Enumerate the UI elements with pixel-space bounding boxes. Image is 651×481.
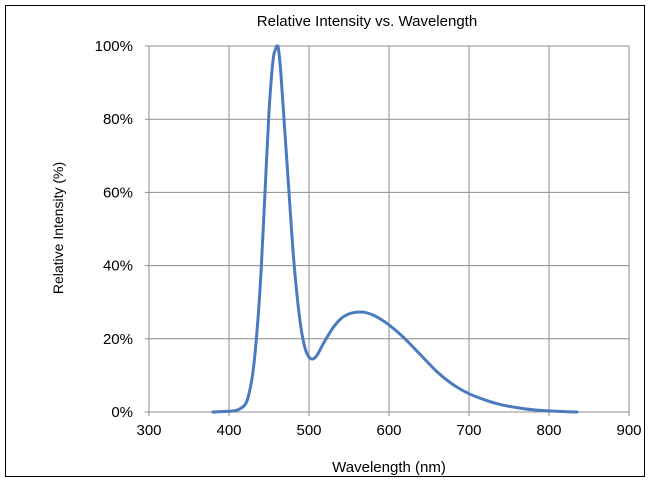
x-tick-label: 600: [376, 422, 401, 439]
x-tick-label: 800: [536, 422, 561, 439]
y-tick-label: 60%: [103, 184, 133, 201]
x-axis-tick-labels: 300 400 500 600 700 800 900: [136, 412, 642, 439]
x-tick-label: 900: [616, 422, 641, 439]
grid: [149, 46, 629, 412]
y-tick-label: 80%: [103, 111, 133, 128]
x-axis-label: Wavelength (nm): [332, 459, 446, 476]
y-axis-tick-labels: 0% 20% 40% 60% 80% 100%: [95, 38, 149, 421]
y-tick-label: 20%: [103, 331, 133, 348]
y-axis-label: Relative Intensity (%): [50, 162, 66, 294]
series-line-0: [211, 44, 579, 414]
x-tick-label: 400: [216, 422, 241, 439]
x-tick-label: 700: [456, 422, 481, 439]
series-layer: [211, 44, 579, 414]
y-tick-label: 100%: [95, 38, 133, 55]
chart-frame: Relative Intensity vs. Wavelength 300 400…: [5, 5, 645, 477]
x-tick-label: 500: [296, 422, 321, 439]
x-tick-label: 300: [136, 422, 161, 439]
y-tick-label: 0%: [111, 404, 133, 421]
chart-title: Relative Intensity vs. Wavelength: [257, 13, 477, 30]
y-tick-label: 40%: [103, 258, 133, 275]
chart-svg: Relative Intensity vs. Wavelength 300 400…: [50, 13, 642, 476]
